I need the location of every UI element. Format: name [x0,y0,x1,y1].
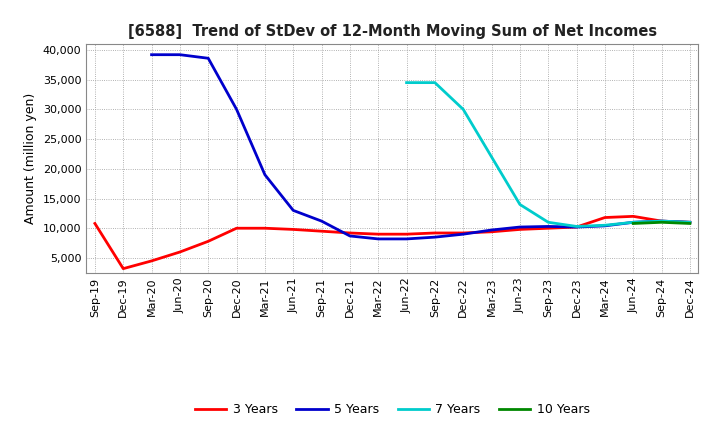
3 Years [346,231,354,236]
3 Years [572,224,581,230]
7 Years [572,224,581,229]
7 Years [402,80,411,85]
5 Years [261,172,269,177]
5 Years [544,224,552,229]
5 Years [487,227,496,233]
7 Years [544,220,552,225]
3 Years [374,231,382,237]
5 Years [289,208,297,213]
3 Years [289,227,297,232]
Legend: 3 Years, 5 Years, 7 Years, 10 Years: 3 Years, 5 Years, 7 Years, 10 Years [190,398,595,421]
5 Years [516,224,524,230]
10 Years [657,220,666,225]
3 Years [516,227,524,232]
3 Years [261,226,269,231]
5 Years [685,220,694,225]
3 Years [119,266,127,271]
3 Years [233,226,241,231]
7 Years [657,218,666,224]
7 Years [487,154,496,160]
7 Years [459,107,467,112]
7 Years [685,220,694,225]
10 Years [685,221,694,226]
3 Years [629,214,637,219]
7 Years [431,80,439,85]
Line: 7 Years: 7 Years [407,83,690,227]
7 Years [600,223,609,228]
5 Years [374,236,382,242]
3 Years [685,220,694,225]
5 Years [346,233,354,238]
3 Years [204,238,212,244]
3 Years [459,231,467,236]
3 Years [318,228,326,234]
3 Years [148,258,156,264]
3 Years [600,215,609,220]
3 Years [431,231,439,236]
5 Years [600,223,609,228]
5 Years [657,218,666,224]
3 Years [487,229,496,235]
Line: 5 Years: 5 Years [152,55,690,239]
5 Years [318,218,326,224]
5 Years [629,220,637,225]
5 Years [402,236,411,242]
3 Years [402,231,411,237]
3 Years [544,226,552,231]
5 Years [572,224,581,230]
7 Years [629,220,637,225]
Line: 10 Years: 10 Years [633,222,690,224]
5 Years [148,52,156,57]
5 Years [176,52,184,57]
10 Years [629,221,637,226]
7 Years [516,202,524,207]
Line: 3 Years: 3 Years [95,216,690,269]
3 Years [657,218,666,224]
5 Years [204,55,212,61]
Y-axis label: Amount (million yen): Amount (million yen) [24,93,37,224]
5 Years [233,107,241,112]
5 Years [431,235,439,240]
3 Years [91,221,99,226]
3 Years [176,249,184,255]
Title: [6588]  Trend of StDev of 12-Month Moving Sum of Net Incomes: [6588] Trend of StDev of 12-Month Moving… [128,24,657,39]
5 Years [459,231,467,237]
